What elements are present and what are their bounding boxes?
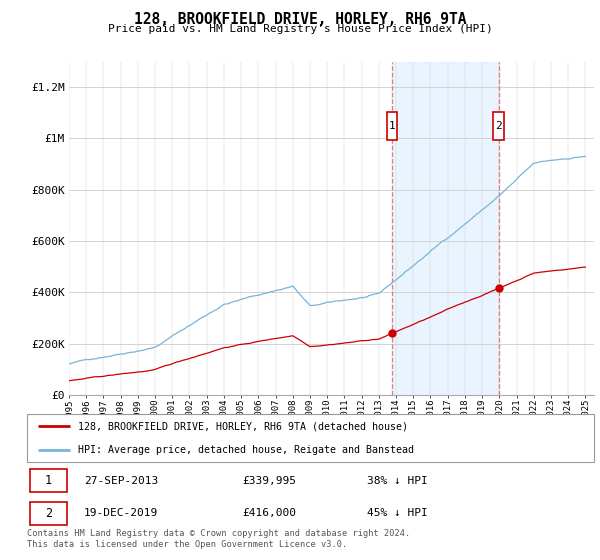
Text: 128, BROOKFIELD DRIVE, HORLEY, RH6 9TA: 128, BROOKFIELD DRIVE, HORLEY, RH6 9TA — [134, 12, 466, 27]
Text: 2: 2 — [495, 120, 502, 130]
FancyBboxPatch shape — [30, 469, 67, 492]
Text: 128, BROOKFIELD DRIVE, HORLEY, RH6 9TA (detached house): 128, BROOKFIELD DRIVE, HORLEY, RH6 9TA (… — [78, 421, 408, 431]
Text: Price paid vs. HM Land Registry's House Price Index (HPI): Price paid vs. HM Land Registry's House … — [107, 24, 493, 34]
Bar — [392, 62, 499, 395]
FancyBboxPatch shape — [30, 502, 67, 525]
Text: 45% ↓ HPI: 45% ↓ HPI — [367, 508, 428, 519]
FancyBboxPatch shape — [493, 111, 504, 140]
Text: £416,000: £416,000 — [242, 508, 296, 519]
Text: £339,995: £339,995 — [242, 475, 296, 486]
Text: 2: 2 — [45, 507, 52, 520]
Text: 27-SEP-2013: 27-SEP-2013 — [84, 475, 158, 486]
FancyBboxPatch shape — [27, 414, 594, 462]
Text: Contains HM Land Registry data © Crown copyright and database right 2024.
This d: Contains HM Land Registry data © Crown c… — [27, 529, 410, 549]
Text: 19-DEC-2019: 19-DEC-2019 — [84, 508, 158, 519]
Text: HPI: Average price, detached house, Reigate and Banstead: HPI: Average price, detached house, Reig… — [78, 445, 414, 455]
Text: 38% ↓ HPI: 38% ↓ HPI — [367, 475, 428, 486]
FancyBboxPatch shape — [386, 111, 397, 140]
Text: 1: 1 — [388, 120, 395, 130]
Text: 1: 1 — [45, 474, 52, 487]
